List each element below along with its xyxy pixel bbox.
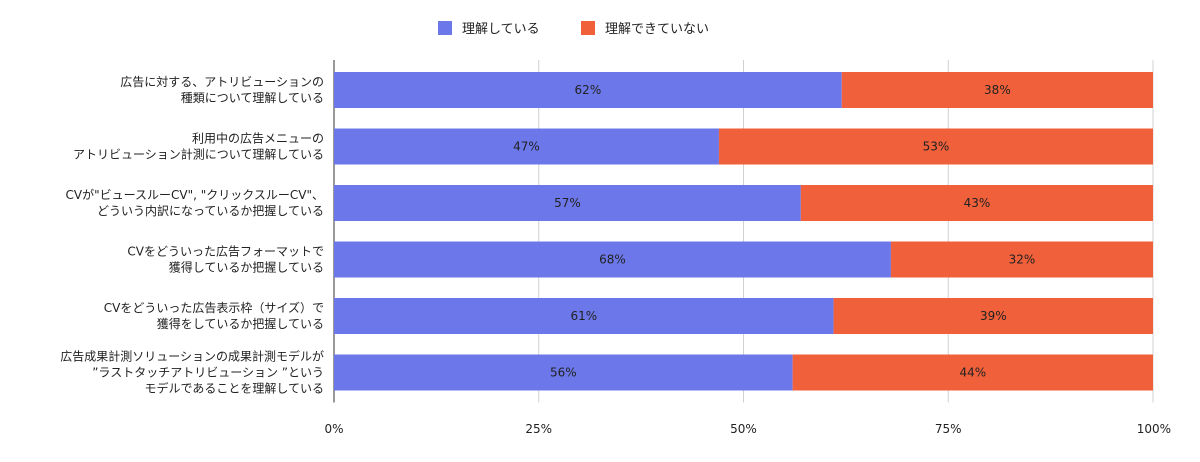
bar-4-0 (334, 298, 834, 334)
category-label-3-0: CVをどういった広告フォーマットで (127, 245, 324, 259)
bar-label-3-0: 68% (599, 253, 626, 267)
category-label-5-0: 広告成果計測ソリューションの成果計測モデルが (60, 349, 324, 364)
bar-5-0 (334, 354, 793, 391)
category-label-2-1: どういう内訳になっているか把握している (97, 203, 324, 218)
x-tick-0: 0% (324, 422, 343, 436)
bar-0-0 (334, 72, 842, 108)
category-label-1-0: 利用中の広告メニューの (192, 131, 324, 146)
category-label-4-0: CVをどういった広告表示枠（サイズ）で (104, 300, 324, 315)
x-tick-1: 25% (525, 422, 552, 436)
grid-lines (333, 60, 1154, 403)
x-tick-4: 100% (1137, 422, 1171, 436)
bar-2-1 (800, 185, 1153, 221)
bar-label-3-1: 32% (1009, 253, 1036, 267)
x-tick-3: 75% (935, 422, 962, 436)
bar-label-5-1: 44% (959, 366, 986, 380)
bar-2-0 (334, 185, 801, 221)
bar-4-1 (833, 298, 1153, 334)
category-label-0-1: 種類について理解している (181, 91, 324, 105)
bar-label-4-0: 61% (570, 309, 597, 323)
legend: 理解している 理解できていない (438, 21, 709, 37)
legend-label-1: 理解できていない (605, 22, 709, 37)
bar-3-1 (890, 241, 1153, 278)
category-label-1-1: アトリビューション計測について理解している (73, 147, 324, 162)
bar-5-1 (792, 354, 1153, 391)
category-label-2-0: CVが"ビュースルーCV", "クリックスルーCV"、 (65, 187, 324, 202)
category-label-5-2: モデルであることを理解している (144, 381, 324, 396)
legend-swatch-0 (438, 21, 452, 35)
bar-1-1 (718, 128, 1153, 165)
category-label-0-0: 広告に対する、アトリビューションの (120, 75, 324, 89)
bar-label-5-0: 56% (550, 366, 577, 380)
category-label-4-1: 獲得をしているか把握している (157, 316, 324, 331)
bars: 62% 38% 47% 53% 57% 43% 68% 32% 61% 39% 56% 44% (334, 72, 1153, 391)
bar-1-0 (334, 128, 719, 165)
legend-label-0: 理解している (462, 22, 540, 37)
bar-label-2-0: 57% (554, 196, 581, 210)
bar-label-1-0: 47% (513, 140, 540, 154)
legend-swatch-1 (581, 21, 595, 35)
bar-0-1 (841, 72, 1153, 108)
category-label-5-1: ”ラストタッチアトリビューション ”という (92, 366, 324, 380)
bar-3-0 (334, 241, 891, 278)
category-labels: 広告に対する、アトリビューションの種類について理解している利用中の広告メニューの… (60, 75, 324, 396)
bar-label-4-1: 39% (980, 309, 1007, 323)
bar-label-0-1: 38% (984, 83, 1011, 97)
bar-label-2-1: 43% (964, 196, 991, 210)
x-tick-2: 50% (730, 422, 757, 436)
x-axis-ticks: 0% 25% 50% 75% 100% (324, 422, 1171, 436)
bar-label-1-1: 53% (923, 140, 950, 154)
category-label-3-1: 獲得しているか把握している (169, 260, 324, 275)
bar-label-0-0: 62% (575, 83, 602, 97)
